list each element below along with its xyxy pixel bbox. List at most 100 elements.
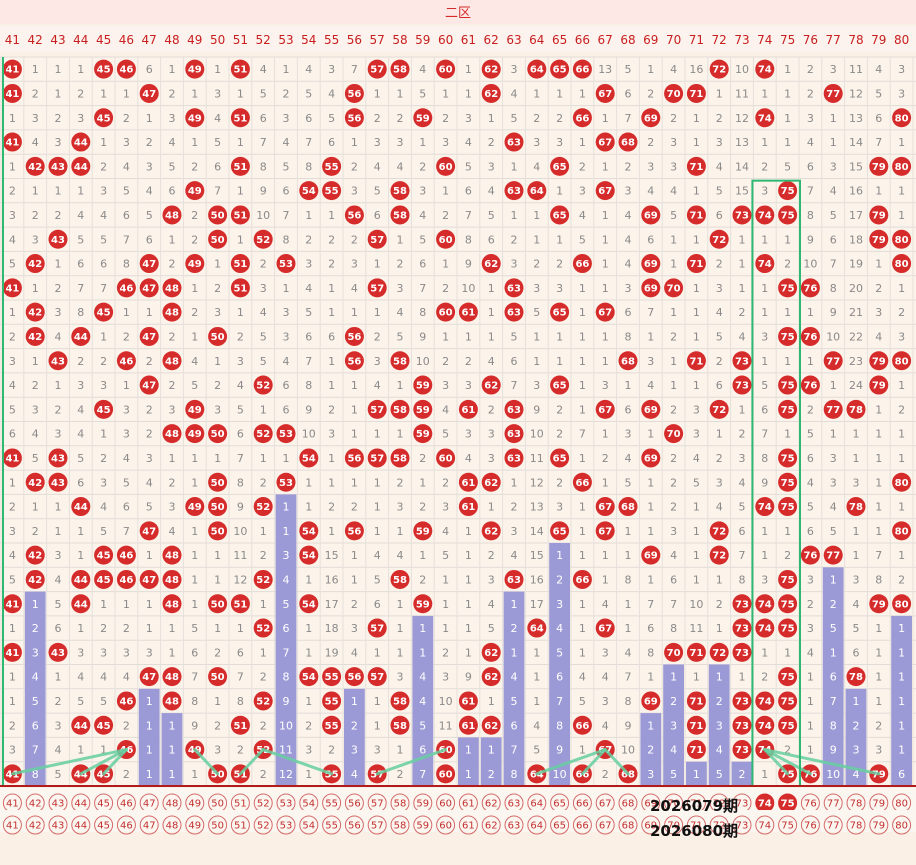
omission-value: 4: [169, 136, 176, 149]
forecast-ball-74[interactable]: 74: [755, 793, 775, 813]
draw-ball-50: 50: [208, 594, 228, 614]
forecast-ball-73[interactable]: 73: [732, 815, 752, 835]
forecast-ball-44[interactable]: 44: [71, 815, 91, 835]
draw-ball-70: 70: [664, 278, 684, 298]
omission-value: 24: [849, 379, 863, 392]
forecast-ball-41[interactable]: 41: [2, 815, 22, 835]
forecast-ball-54[interactable]: 54: [299, 815, 319, 835]
omission-value: 2: [898, 306, 905, 319]
omission-value: 1: [761, 136, 768, 149]
forecast-ball-56[interactable]: 56: [344, 815, 364, 835]
omission-value: 8: [739, 573, 746, 586]
draw-ball-46: 46: [116, 545, 136, 565]
svg-text:48: 48: [165, 599, 179, 610]
omission-value: 1: [397, 233, 404, 246]
draw-ball-69: 69: [641, 205, 661, 225]
forecast-ball-47[interactable]: 47: [139, 815, 159, 835]
forecast-ball-53[interactable]: 53: [276, 815, 296, 835]
forecast-ball-77[interactable]: 77: [823, 815, 843, 835]
omission-value: 1: [784, 63, 791, 76]
forecast-ball-64[interactable]: 64: [527, 815, 547, 835]
omission-value: 9: [283, 695, 290, 708]
forecast-ball-59[interactable]: 59: [413, 815, 433, 835]
omission-value: 5: [807, 428, 814, 441]
svg-text:65: 65: [553, 162, 567, 173]
forecast-ball-60[interactable]: 60: [436, 815, 456, 835]
omission-value: 1: [784, 233, 791, 246]
draw-ball-44: 44: [71, 715, 91, 735]
svg-text:45: 45: [97, 65, 111, 76]
forecast-ball-58[interactable]: 58: [390, 815, 410, 835]
column-number-60: 60: [438, 33, 453, 47]
forecast-ball-49[interactable]: 49: [185, 815, 205, 835]
forecast-ball-51[interactable]: 51: [230, 815, 250, 835]
forecast-ball-79[interactable]: 79: [869, 815, 889, 835]
omission-value: 1: [693, 185, 700, 198]
forecast-ball-57[interactable]: 57: [367, 815, 387, 835]
forecast-ball-62[interactable]: 62: [481, 815, 501, 835]
omission-value: 1: [397, 744, 404, 757]
draw-ball-41: 41: [2, 448, 22, 468]
forecast-ball-45[interactable]: 45: [94, 815, 114, 835]
omission-value: 10: [735, 63, 749, 76]
omission-value: 2: [875, 282, 882, 295]
forecast-ball-50[interactable]: 50: [208, 815, 228, 835]
svg-text:67: 67: [598, 502, 612, 513]
forecast-ball-65[interactable]: 65: [550, 815, 570, 835]
omission-value: 1: [9, 622, 16, 635]
forecast-ball-43[interactable]: 43: [48, 815, 68, 835]
omission-value: 5: [237, 403, 244, 416]
omission-value: 1: [55, 258, 62, 271]
forecast-ball-70[interactable]: 70: [664, 815, 684, 835]
forecast-ball-71[interactable]: 71: [686, 815, 706, 835]
forecast-ball-80[interactable]: 80: [892, 815, 912, 835]
omission-value: 5: [283, 160, 290, 173]
omission-value: 3: [442, 136, 449, 149]
omission-value: 6: [556, 671, 563, 684]
svg-text:69: 69: [644, 210, 658, 221]
forecast-ball-61[interactable]: 61: [458, 815, 478, 835]
svg-text:42: 42: [28, 259, 42, 270]
forecast-ball-75[interactable]: 75: [778, 815, 798, 835]
draw-ball-70: 70: [664, 424, 684, 444]
column-number-72: 72: [712, 33, 727, 47]
omission-value: 2: [647, 87, 654, 100]
forecast-ball-74[interactable]: 74: [755, 815, 775, 835]
omission-value: 6: [625, 403, 632, 416]
omission-value: 2: [556, 112, 563, 125]
forecast-ball-69[interactable]: 69: [641, 815, 661, 835]
svg-text:51: 51: [234, 799, 247, 810]
omission-value: 5: [807, 501, 814, 514]
draw-ball-66: 66: [572, 59, 592, 79]
forecast-ball-52[interactable]: 52: [253, 815, 273, 835]
forecast-ball-68[interactable]: 68: [618, 815, 638, 835]
forecast-ball-46[interactable]: 46: [116, 815, 136, 835]
omission-value: 3: [214, 306, 221, 319]
forecast-ball-78[interactable]: 78: [846, 815, 866, 835]
forecast-ball-66[interactable]: 66: [572, 815, 592, 835]
omission-value: 4: [100, 501, 107, 514]
omission-value: 1: [761, 306, 768, 319]
forecast-ball-48[interactable]: 48: [162, 815, 182, 835]
omission-value: 12: [735, 112, 749, 125]
draw-ball-56: 56: [344, 521, 364, 541]
forecast-ball-76[interactable]: 76: [800, 815, 820, 835]
forecast-ball-63[interactable]: 63: [504, 815, 524, 835]
forecast-ball-72[interactable]: 72: [709, 815, 729, 835]
svg-text:71: 71: [689, 210, 703, 221]
omission-value: 1: [77, 622, 84, 635]
draw-ball-79: 79: [869, 594, 889, 614]
forecast-ball-67[interactable]: 67: [595, 815, 615, 835]
omission-value: 4: [625, 233, 632, 246]
omission-value: 5: [556, 646, 563, 659]
forecast-ball-42[interactable]: 42: [25, 815, 45, 835]
svg-text:75: 75: [781, 405, 795, 416]
omission-value: 1: [533, 671, 540, 684]
forecast-ball-55[interactable]: 55: [322, 815, 342, 835]
forecast-ball-75[interactable]: 75: [778, 793, 798, 813]
svg-text:51: 51: [234, 821, 247, 832]
omission-value: 1: [693, 306, 700, 319]
omission-value: 3: [625, 185, 632, 198]
trend-segment: [261, 748, 334, 776]
omission-value: 1: [579, 136, 586, 149]
